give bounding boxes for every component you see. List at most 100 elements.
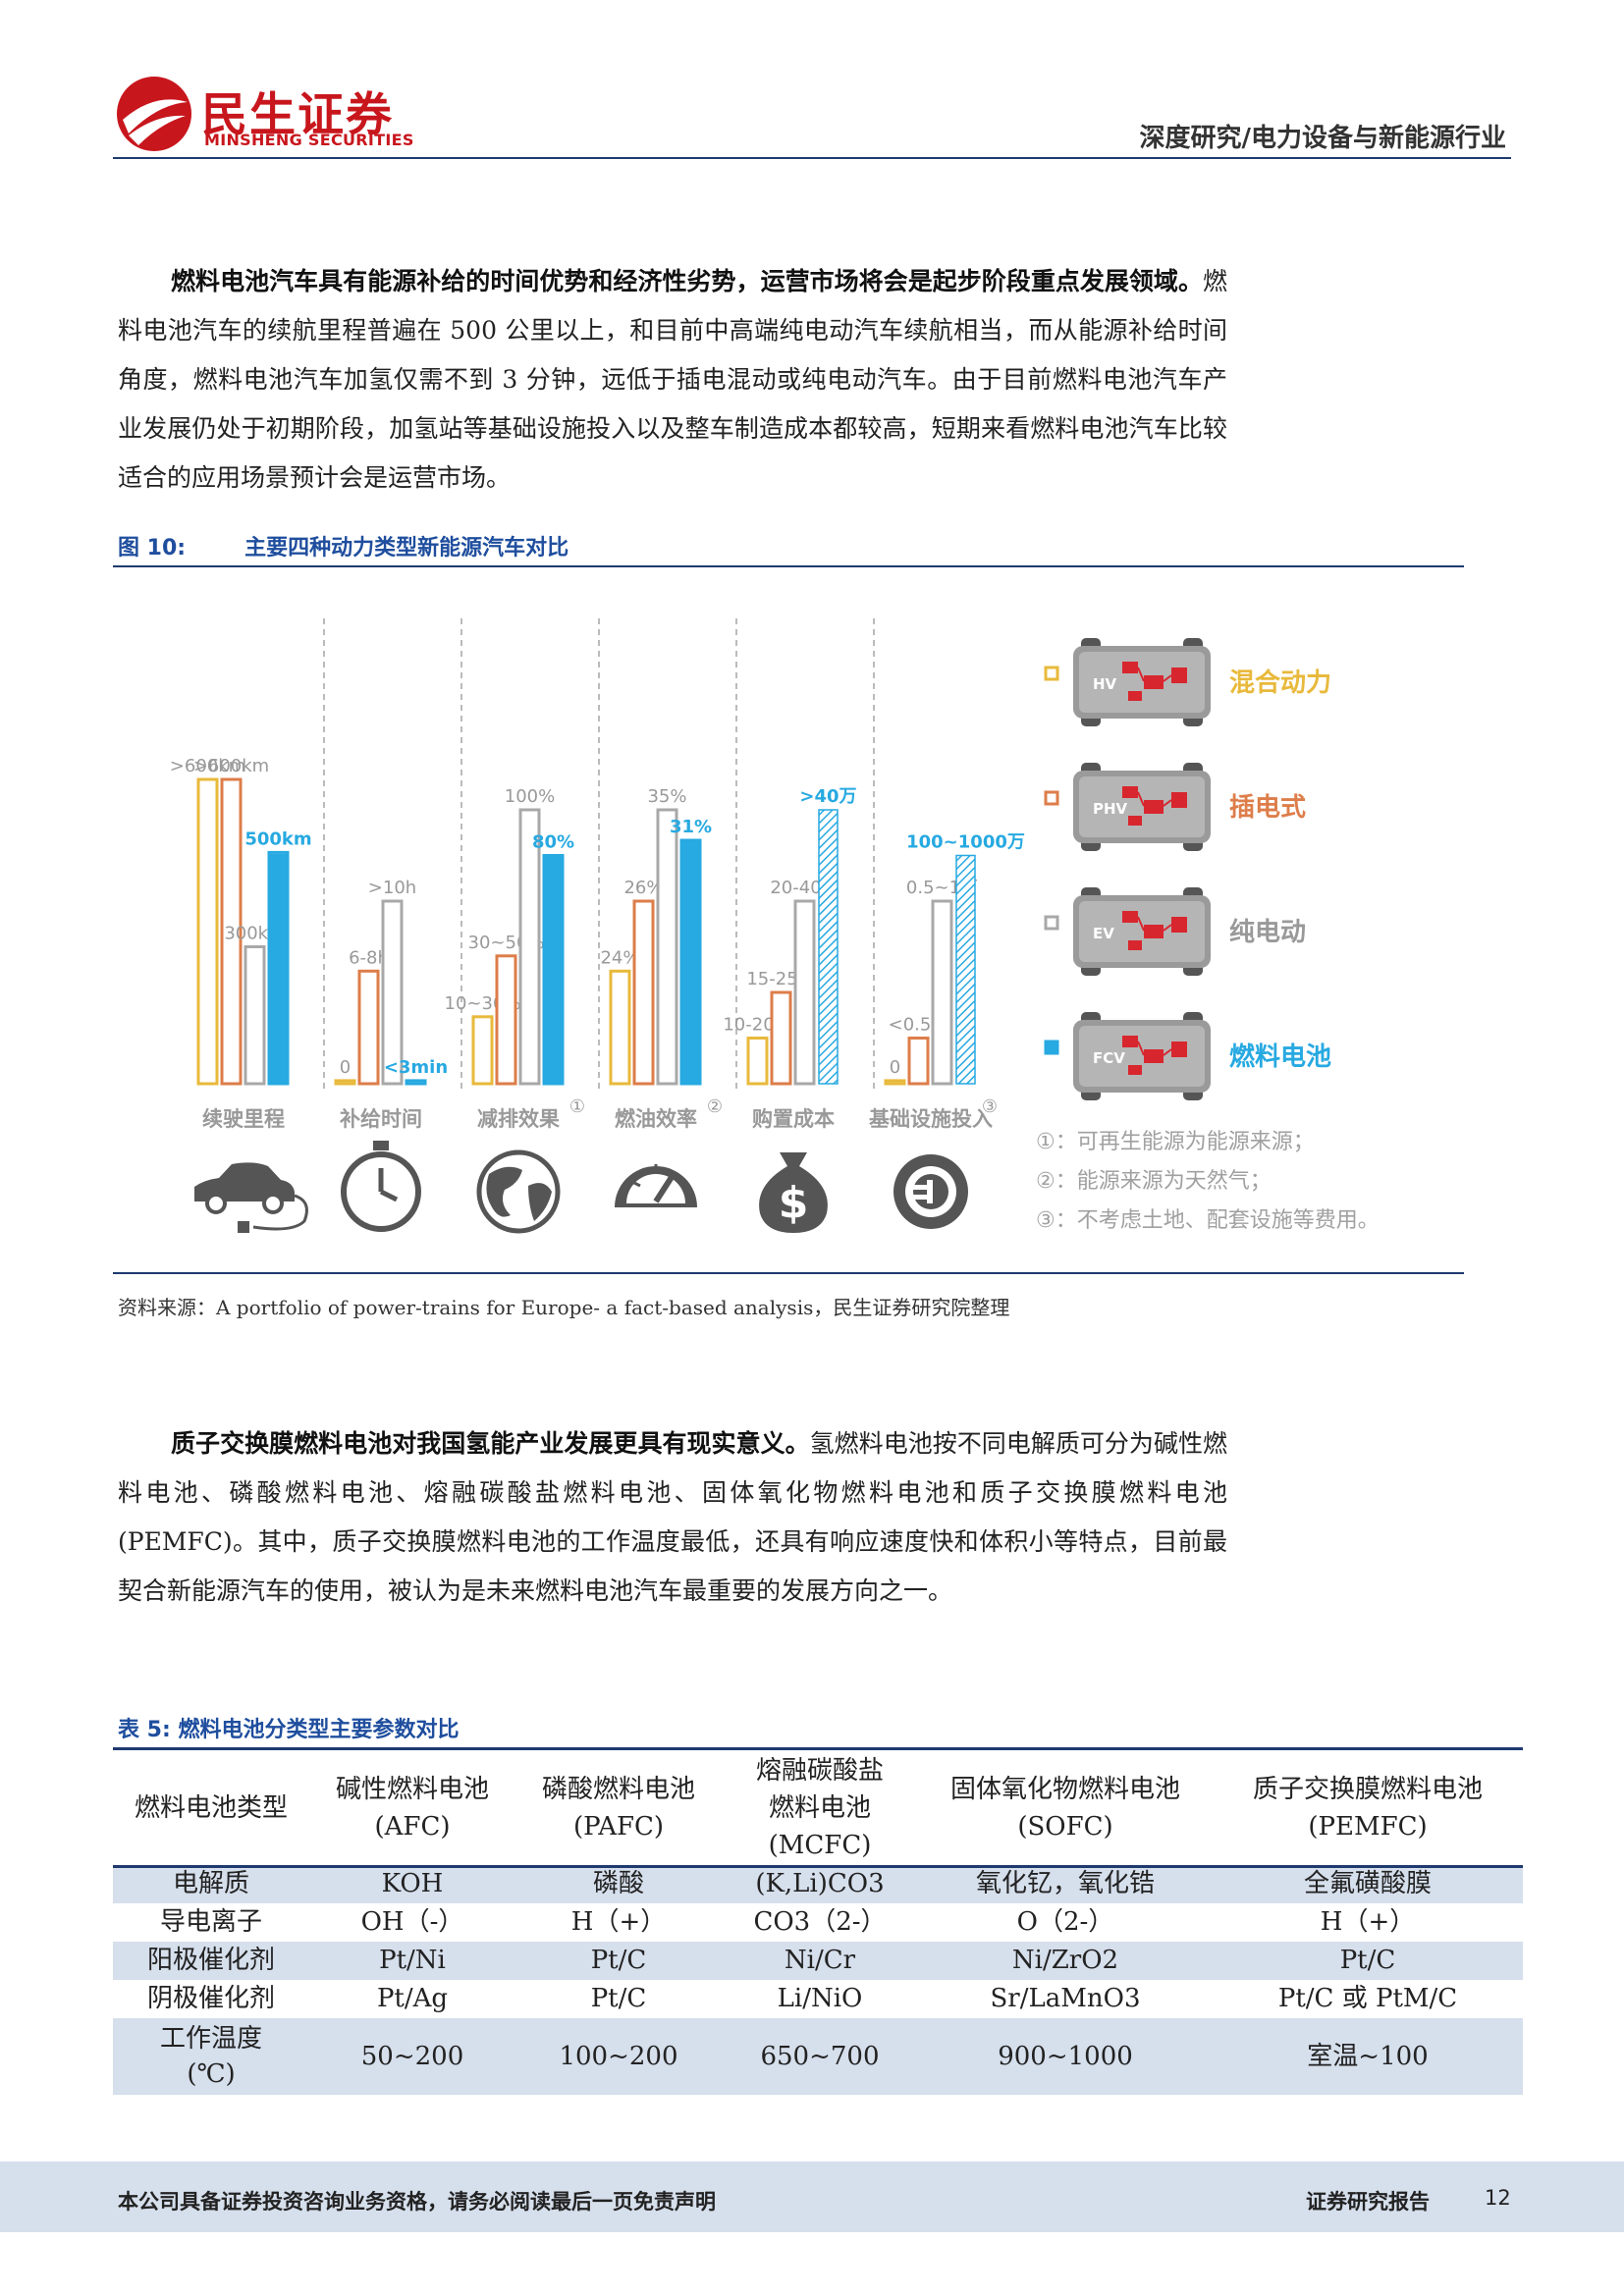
chart-bar-ev <box>381 899 404 1086</box>
chart-bar-ev <box>244 945 266 1086</box>
chart-category-label: 购置成本 <box>752 1107 835 1131</box>
table-cell: 氧化钇，氧化锆 <box>918 1865 1213 1903</box>
chart-footnote: ②：能源来源为天然气； <box>1036 1169 1272 1194</box>
chart-bar-fill <box>270 853 287 1083</box>
chart-category-label: 燃油效率 <box>615 1107 697 1131</box>
table-header-cell: 质子交换膜燃料电池 (PEMFC) <box>1252 1774 1483 1842</box>
page-number: 12 <box>1485 2186 1511 2210</box>
vehicle-diagram-icon <box>1073 1012 1211 1100</box>
table-row: 阴极催化剂 Pt/Ag Pt/C Li/NiO Sr/LaMnO3 Pt/C 或 PtM/… <box>113 1980 1523 2018</box>
company-logo <box>115 73 409 155</box>
table-cell: 阴极催化剂 <box>146 1984 275 2013</box>
svg-text:$: $ <box>779 1178 809 1228</box>
legend-label: 纯电动 <box>1229 917 1306 947</box>
chart-data-label: 500km <box>244 828 311 849</box>
vehicle-diagram-icon <box>1073 763 1211 851</box>
paragraph-pemfc: 质子交换膜燃料电池对我国氢能产业发展更具有现实意义。氢燃料电池按不同电解质可分为… <box>118 1419 1227 1616</box>
chart-category-note: ③ <box>982 1096 998 1117</box>
chart-footnote: ③：不考虑土地、配套设施等费用。 <box>1036 1208 1380 1233</box>
chart-data-label: >40万 <box>799 786 856 807</box>
table-cell: Pt/Ag <box>376 1984 449 2013</box>
chart-bar-fill <box>545 857 562 1083</box>
globe-icon <box>476 1149 561 1234</box>
table-cell: O（2-） <box>1016 1907 1114 1937</box>
table-cell: Pt/C <box>515 1942 722 1980</box>
table-cell: (K,Li)CO3 <box>722 1865 918 1903</box>
paragraph-fuel-cell-advantage: 燃料电池汽车具有能源补给的时间优势和经济性劣势，运营市场将会是起步阶段重点发展领… <box>118 257 1227 503</box>
legend-code: HV <box>1093 675 1117 693</box>
table-cell: KOH <box>309 1865 515 1903</box>
figure-source: 资料来源：A portfolio of power-trains for Eur… <box>118 1296 1010 1319</box>
legend-label: 燃料电池 <box>1229 1042 1331 1072</box>
table-cell: 电解质 <box>113 1865 309 1903</box>
vehicle-diagram-icon <box>1073 887 1211 976</box>
figure-divider-bottom <box>113 1272 1464 1274</box>
chart-data-label: 31% <box>670 817 712 837</box>
legend-code: FCV <box>1093 1049 1125 1067</box>
chart-data-label: 35% <box>647 786 686 807</box>
table-cell: H（+） <box>570 1907 667 1937</box>
chart-bar-phv <box>495 954 517 1086</box>
chart-data-label: 0 <box>340 1057 351 1078</box>
table-cell: 50~200 <box>309 2018 515 2095</box>
chart-bar-fill <box>407 1082 424 1085</box>
table-cell: Pt/C 或 PtM/C <box>1277 1984 1458 2013</box>
chart-category-note: ② <box>707 1096 723 1117</box>
chart-bar-ev <box>931 899 953 1086</box>
chart-bar-phv <box>907 1037 930 1086</box>
logo-text-en: MINSHENG SECURITIES <box>204 131 414 149</box>
table-cell: Sr/LaMnO3 <box>990 1984 1141 2013</box>
table-header-cell: 磷酸燃料电池 (PAFC) <box>541 1774 695 1842</box>
chart-bar-hv <box>196 777 219 1086</box>
table-divider-header <box>113 1865 1523 1868</box>
table-label: 表 5: <box>118 1718 171 1742</box>
table-header-cell: 碱性燃料电池 (AFC) <box>335 1774 489 1842</box>
table-cell: 650~700 <box>722 2018 918 2095</box>
car-plug-icon <box>194 1162 308 1233</box>
chart-data-label: >10h <box>368 878 416 898</box>
table-cell: H（+） <box>1320 1907 1416 1937</box>
gauge-icon <box>615 1164 697 1207</box>
table-cell: Li/NiO <box>777 1984 863 2013</box>
chart-bar-phv <box>632 899 655 1086</box>
table-cell: Pt/Ni <box>309 1942 515 1980</box>
table-cell: 工作温度 (℃) <box>113 2018 309 2095</box>
chart-bar-phv <box>220 777 243 1086</box>
table-row: 导电离子 OH（-） H（+） CO3（2-） O（2-） H（+） <box>113 1903 1523 1942</box>
table-cell: Ni/Cr <box>722 1942 918 1980</box>
footer-bar <box>0 2162 1624 2232</box>
table-cell: Ni/ZrO2 <box>918 1942 1213 1980</box>
table-cell: 磷酸 <box>515 1865 722 1903</box>
chart-data-label: 100% <box>505 786 555 807</box>
legend-swatch <box>1044 790 1059 806</box>
chart-bar-phv <box>357 969 380 1086</box>
paragraph-lead: 质子交换膜燃料电池对我国氢能产业发展更具有现实意义。 <box>171 1429 810 1458</box>
chart-data-label: 6-8h <box>349 947 389 968</box>
report-category: 深度研究/电力设备与新能源行业 <box>1139 124 1507 153</box>
footer-disclaimer: 本公司具备证券投资咨询业务资格，请务必阅读最后一页免责声明 <box>118 2190 716 2214</box>
table-cell: Pt/C <box>590 1984 647 2013</box>
legend-code: EV <box>1093 925 1114 942</box>
chart-bar-phv <box>770 990 792 1086</box>
legend-code: PHV <box>1093 800 1128 818</box>
chart-data-label: >600km <box>193 756 269 776</box>
table-cell: 导电离子 <box>159 1907 262 1937</box>
chart-bar-ev <box>656 808 678 1086</box>
chart-data-label: 0 <box>890 1057 900 1078</box>
chart-bar-fcv <box>818 809 839 1085</box>
chart-bar-ev <box>793 899 816 1086</box>
paragraph-body: 燃料电池汽车的续航里程普遍在 500 公里以上，和目前中高端纯电动汽车续航相当，… <box>118 267 1227 492</box>
figure-caption: 主要四种动力类型新能源汽车对比 <box>244 536 569 561</box>
table-cell: Pt/C <box>1213 1942 1523 1980</box>
chart-data-label: >600km <box>170 756 245 776</box>
footer-report-type: 证券研究报告 <box>1306 2190 1430 2214</box>
fuel-cell-parameter-table: 燃料电池类型 碱性燃料电池 (AFC) 磷酸燃料电池 (PAFC) 熔融碳酸盐 燃料电池 (M… <box>113 1750 1523 2095</box>
legend-swatch <box>1044 915 1059 931</box>
chart-data-label: 100~1000万 <box>906 832 1025 853</box>
paragraph-body: 氢燃料电池按不同电解质可分为碱性燃料电池、磷酸燃料电池、熔融碳酸盐燃料电池、固体… <box>118 1429 1227 1605</box>
table-row: 阳极催化剂 Pt/Ni Pt/C Ni/Cr Ni/ZrO2 Pt/C <box>113 1942 1523 1980</box>
powertrain-comparison-chart: >600km>600km300km500km续驶里程06-8h>10h<3min… <box>170 618 1380 1234</box>
table-divider-top <box>113 1747 1523 1750</box>
table-header-cell: 燃料电池类型 <box>134 1792 288 1823</box>
legend-label: 混合动力 <box>1229 667 1331 698</box>
